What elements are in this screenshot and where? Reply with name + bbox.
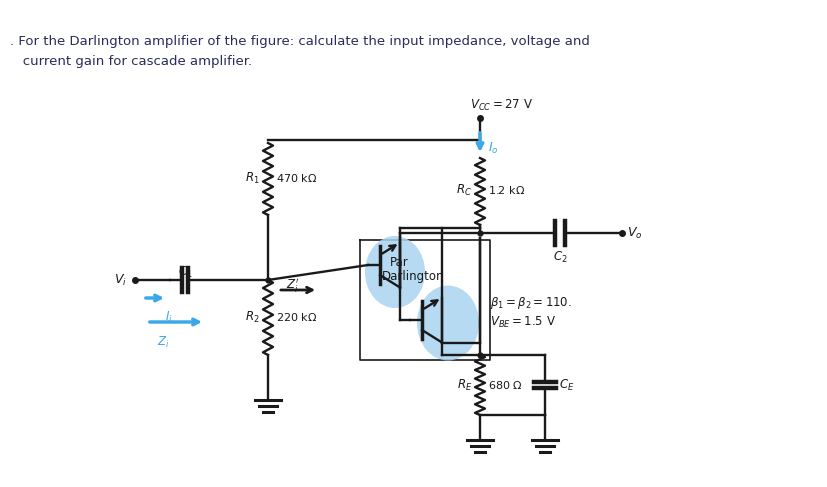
Text: $\beta_1 = \beta_2 = 110.$: $\beta_1 = \beta_2 = 110.$ [490, 295, 571, 311]
Text: $Z_i$: $Z_i$ [157, 335, 170, 350]
Text: $1.2\ \mathrm{k\Omega}$: $1.2\ \mathrm{k\Omega}$ [487, 184, 524, 196]
Text: $220\ \mathrm{k\Omega}$: $220\ \mathrm{k\Omega}$ [275, 311, 317, 323]
Text: $Z_i'$: $Z_i'$ [286, 277, 299, 295]
Text: . For the Darlington amplifier of the figure: calculate the input impedance, vol: . For the Darlington amplifier of the fi… [10, 35, 589, 48]
Ellipse shape [365, 236, 424, 308]
Text: $C_2$: $C_2$ [552, 250, 566, 265]
Text: $470\ \mathrm{k\Omega}$: $470\ \mathrm{k\Omega}$ [275, 172, 317, 184]
Text: $V_o$: $V_o$ [626, 225, 642, 241]
Text: $I_o$: $I_o$ [487, 140, 498, 155]
Text: $R_2$: $R_2$ [245, 309, 260, 324]
Ellipse shape [417, 285, 479, 360]
Text: current gain for cascade amplifier.: current gain for cascade amplifier. [10, 55, 251, 68]
Text: Darlington: Darlington [381, 270, 444, 283]
Text: $V_{CC} = 27\ \mathrm{V}$: $V_{CC} = 27\ \mathrm{V}$ [470, 98, 533, 113]
Text: $C_1$: $C_1$ [178, 265, 192, 280]
Text: $C_E$: $C_E$ [558, 377, 574, 393]
Text: Par: Par [390, 256, 409, 269]
Text: $R_1$: $R_1$ [245, 170, 260, 186]
Text: $V_{BE} = 1.5\ \mathrm{V}$: $V_{BE} = 1.5\ \mathrm{V}$ [490, 315, 556, 330]
Text: $R_C$: $R_C$ [456, 183, 471, 198]
Text: $V_i$: $V_i$ [114, 272, 127, 287]
Text: $680\ \Omega$: $680\ \Omega$ [487, 379, 522, 391]
Text: $R_E$: $R_E$ [456, 377, 471, 393]
Text: $I_i$: $I_i$ [165, 310, 173, 325]
